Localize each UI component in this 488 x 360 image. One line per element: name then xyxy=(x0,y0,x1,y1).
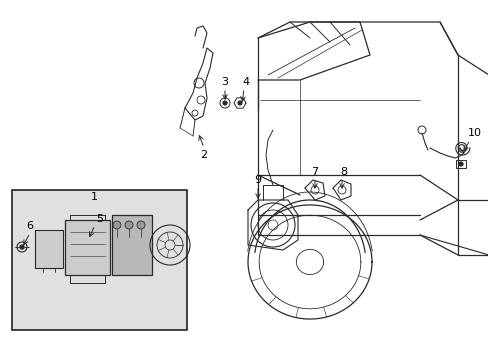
Text: 7: 7 xyxy=(311,167,318,177)
Text: 1: 1 xyxy=(90,192,97,202)
Circle shape xyxy=(458,162,462,166)
Circle shape xyxy=(20,245,24,249)
Text: 5: 5 xyxy=(96,214,103,224)
Circle shape xyxy=(137,221,145,229)
Text: 4: 4 xyxy=(242,77,249,87)
Circle shape xyxy=(113,221,121,229)
Circle shape xyxy=(125,221,133,229)
Text: 6: 6 xyxy=(26,221,34,231)
Circle shape xyxy=(223,101,226,105)
Text: 8: 8 xyxy=(340,167,347,177)
Circle shape xyxy=(238,101,242,105)
Text: 2: 2 xyxy=(200,150,207,160)
Text: 10: 10 xyxy=(467,128,481,138)
Bar xyxy=(35,230,63,268)
Bar xyxy=(65,220,110,275)
Text: 9: 9 xyxy=(254,175,261,185)
Bar xyxy=(455,160,465,168)
Text: 3: 3 xyxy=(221,77,228,87)
Bar xyxy=(12,190,186,330)
Bar xyxy=(112,215,152,275)
